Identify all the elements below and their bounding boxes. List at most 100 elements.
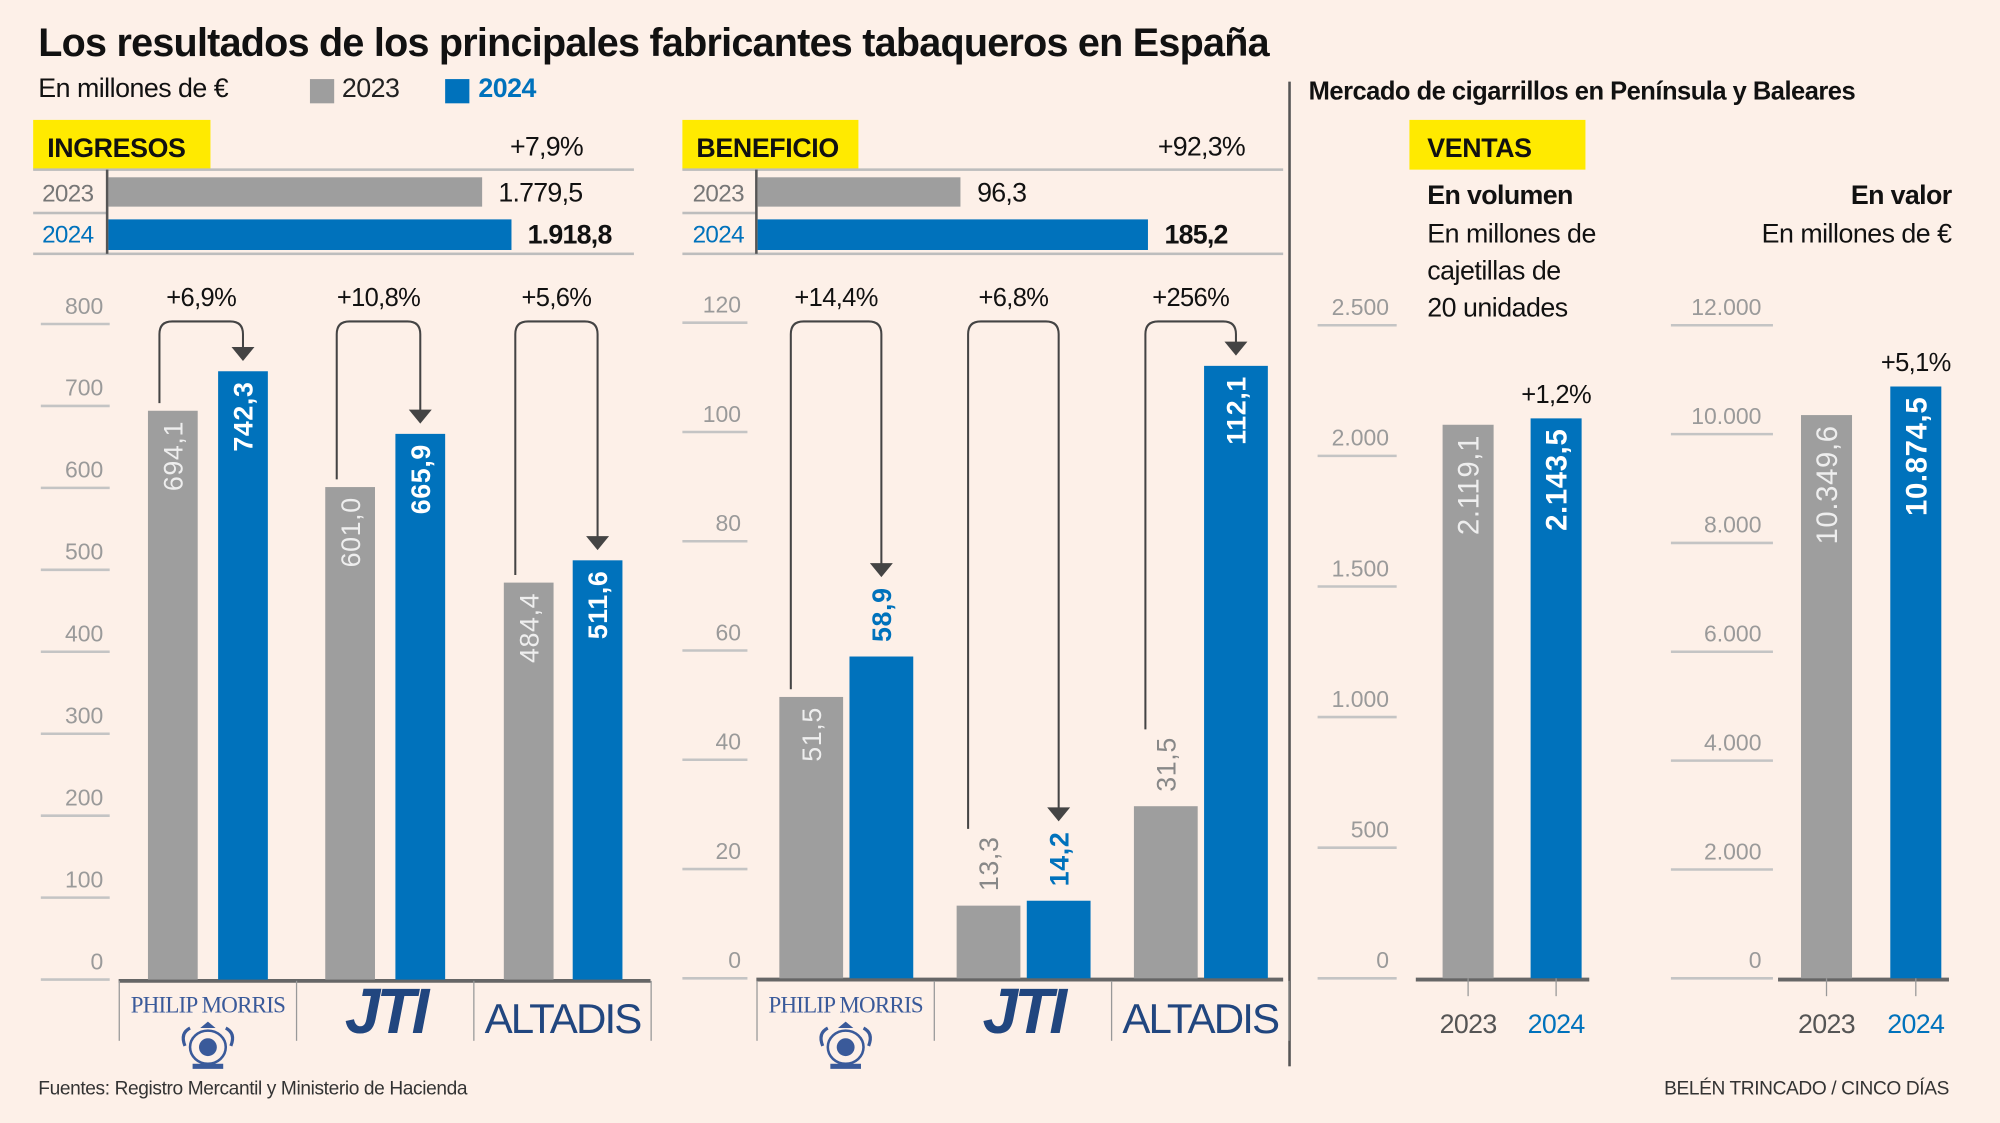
ingresos-tick-label: 700 [65, 375, 103, 401]
ingresos-tick-label: 500 [65, 539, 103, 565]
philip-morris-crest-icon [181, 1021, 234, 1069]
ingresos-value-label: 694,1 [158, 421, 188, 491]
beneficio-change-label: +256% [1152, 284, 1229, 312]
volume-unit-line: 20 unidades [1427, 293, 1568, 323]
ingresos-value-label: 484,4 [514, 593, 544, 663]
volumen-tick-label: 0 [1376, 947, 1389, 973]
legend-swatch-2023 [309, 79, 335, 104]
ingresos-tick-label: 200 [65, 784, 103, 810]
volumen-value-label: 2.143,5 [1541, 429, 1574, 531]
ingresos-bar-2024 [108, 219, 512, 250]
ingresos-value-label: 511,6 [583, 571, 613, 640]
ingresos-arrowhead-icon [586, 536, 610, 551]
ingresos-year-2024: 2024 [42, 221, 94, 249]
beneficio-value-label: 112,1 [1222, 376, 1252, 445]
volume-unit-line: En millones de [1427, 219, 1596, 249]
ingresos-label: INGRESOS [33, 119, 211, 170]
jti-logo: JTI [344, 975, 430, 1048]
valor-tick-label: 6.000 [1704, 621, 1761, 647]
beneficio-value-label: 13,3 [974, 837, 1004, 892]
valor-tick-label: 2.000 [1704, 838, 1761, 864]
logo-separator [650, 980, 652, 1041]
beneficio-value-2023: 96,3 [977, 178, 1027, 208]
volume-title: En volumen [1427, 181, 1573, 211]
ingresos-change-arrow [335, 320, 422, 480]
beneficio-value-label: 58,9 [867, 587, 897, 642]
jti-logo: JTI [982, 975, 1068, 1048]
ingresos-change-arrow [158, 320, 245, 404]
beneficio-change-arrow [789, 320, 883, 690]
beneficio-bar-2024 [849, 656, 914, 979]
ingresos-value-label: 665,9 [406, 444, 436, 514]
altadis-logo: ALTADIS [484, 994, 643, 1043]
divider [682, 252, 1284, 256]
legend-label-2024: 2024 [478, 73, 536, 104]
beneficio-value-2024: 185,2 [1164, 220, 1228, 250]
ingresos-value-2023: 1.779,5 [498, 178, 583, 208]
ingresos-bar-2024 [395, 433, 446, 980]
valor-bar-2024 [1890, 386, 1942, 979]
beneficio-bar-2024 [757, 219, 1148, 250]
ingresos-value-2024: 1.918,8 [527, 220, 613, 250]
beneficio-arrowhead-icon [1224, 341, 1248, 356]
beneficio-bar-2023 [956, 905, 1021, 979]
ingresos-change-label: +10,8% [337, 284, 420, 312]
volumen-tick-label: 2.500 [1332, 294, 1389, 320]
beneficio-bar-2023 [1133, 806, 1198, 979]
ingresos-bar-2023 [108, 177, 482, 207]
valor-year-label: 2023 [1798, 1009, 1855, 1039]
ingresos-value-label: 742,3 [229, 381, 259, 451]
volumen-value-label: 2.119,1 [1453, 435, 1486, 535]
ingresos-tick-label: 600 [65, 457, 103, 483]
valor-tick-label: 8.000 [1704, 512, 1761, 538]
valor-tick-label: 12.000 [1691, 294, 1761, 320]
divider [682, 168, 1284, 171]
beneficio-tick-label: 0 [728, 947, 741, 973]
beneficio-change: +92,3% [1157, 132, 1246, 162]
ingresos-change-label: +5,6% [522, 284, 592, 312]
logo-separator [118, 980, 120, 1041]
beneficio-bar-2023 [757, 177, 961, 207]
beneficio-change-arrow [1144, 320, 1237, 730]
axis-line [755, 169, 758, 254]
beneficio-tick-label: 80 [716, 510, 742, 536]
ingresos-tick-label: 0 [91, 948, 104, 974]
ventas-label: VENTAS [1409, 119, 1586, 170]
philip-morris-crest-icon [818, 1021, 872, 1069]
ingresos-year-2023: 2023 [42, 181, 94, 208]
valor-value-label: 10.874,5 [1900, 397, 1933, 516]
ingresos-change-arrow [514, 320, 599, 575]
legend-swatch-2024 [445, 79, 470, 104]
divider [682, 211, 757, 215]
volumen-tick-label: 1.500 [1332, 555, 1389, 581]
beneficio-value-label: 31,5 [1151, 737, 1181, 792]
volumen-tick-label: 2.000 [1332, 425, 1389, 451]
beneficio-change-arrow [967, 320, 1060, 829]
legend-label-2023: 2023 [341, 73, 400, 104]
ingresos-value-label: 601,0 [336, 497, 366, 567]
valor-bar-2023 [1801, 415, 1853, 979]
philip-morris-logo: PHILIP MORRIS [130, 992, 286, 1018]
beneficio-arrowhead-icon [1047, 807, 1071, 822]
ingresos-tick-label: 800 [65, 293, 103, 319]
volumen-bar-2024 [1530, 418, 1582, 979]
ingresos-bar-2024 [218, 371, 268, 980]
ingresos-change-label: +6,9% [166, 284, 236, 312]
logo-separator [1110, 980, 1113, 1041]
beneficio-tick-label: 20 [716, 838, 742, 864]
valor-tick-label: 10.000 [1691, 403, 1761, 429]
ingresos-bar-2023 [503, 582, 554, 980]
ingresos-bar-2023 [147, 410, 198, 980]
valor-change-label: +5,1% [1881, 349, 1951, 377]
logo-separator [295, 980, 298, 1041]
beneficio-bar-2023 [779, 696, 844, 979]
volumen-year-label: 2024 [1528, 1009, 1586, 1039]
beneficio-arrowhead-icon [869, 563, 893, 578]
valor-value-label: 10.349,6 [1811, 425, 1844, 544]
divider [33, 252, 634, 256]
divider [33, 211, 108, 215]
beneficio-bar-2024 [1204, 365, 1268, 979]
market-title: Mercado de cigarrillos en Península y Ba… [1308, 77, 1856, 106]
